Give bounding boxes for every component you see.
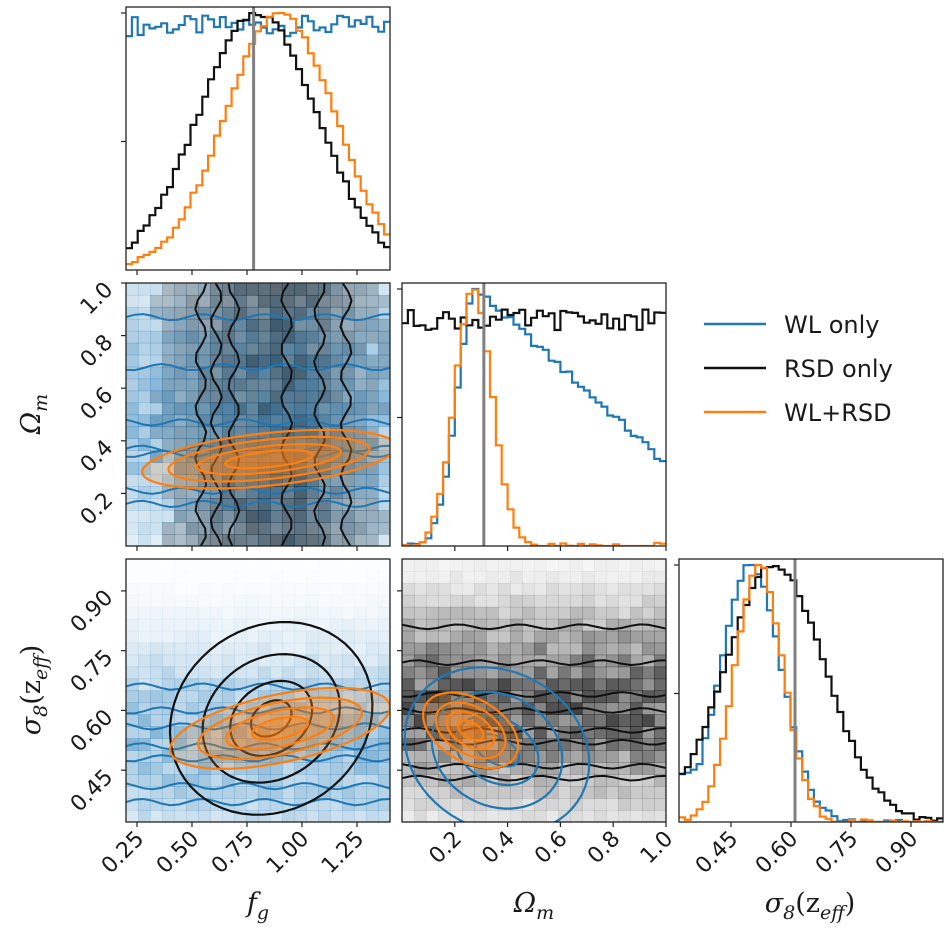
contour-rsd bbox=[402, 623, 666, 631]
contour-wl bbox=[126, 313, 390, 322]
contour-joint bbox=[434, 701, 507, 760]
s8-vs-fg-panel bbox=[125, 558, 391, 823]
y-tick-label-om: 0.4 bbox=[76, 435, 118, 477]
s8-vs-om-panel bbox=[401, 558, 667, 823]
contour-joint bbox=[224, 448, 314, 470]
contour-wl bbox=[126, 797, 390, 807]
contour-joint bbox=[167, 435, 371, 483]
contour-rsd bbox=[402, 707, 666, 714]
contour-wl bbox=[126, 499, 390, 509]
x-tick-label-fg: 0.25 bbox=[97, 827, 149, 879]
x-axis-label-s8: σ8(zeff) bbox=[765, 888, 856, 924]
x-tick-label-fg: 1.25 bbox=[317, 827, 369, 879]
hist-s8-joint bbox=[679, 563, 943, 822]
x-tick-label-om: 0.2 bbox=[425, 827, 467, 869]
y-tick-label-om: 0.8 bbox=[76, 330, 118, 372]
contour-joint bbox=[421, 691, 520, 770]
y-tick-label-s8: 0.60 bbox=[66, 705, 118, 757]
y-axis-label-s8: σ8(zeff) bbox=[16, 645, 52, 736]
contour-wl bbox=[126, 418, 390, 427]
legend: WL only RSD only WL+RSD bbox=[704, 311, 893, 427]
contour-joint bbox=[196, 696, 364, 761]
y-axis-label-om: Ωm bbox=[16, 394, 52, 435]
x-tick-label-s8: 0.75 bbox=[811, 827, 863, 879]
contour-rsd bbox=[402, 762, 666, 770]
contour-rsd bbox=[209, 283, 223, 546]
contour-joint bbox=[168, 686, 390, 771]
hist-s8-panel bbox=[678, 558, 944, 823]
contour-rsd bbox=[402, 726, 666, 734]
x-tick-label-fg: 1.00 bbox=[262, 827, 314, 879]
hist-om-joint bbox=[402, 288, 666, 546]
contour-wl bbox=[403, 666, 591, 822]
contour-wl bbox=[126, 706, 390, 715]
contour-wl bbox=[126, 486, 390, 495]
legend-label-wl: WL only bbox=[784, 311, 880, 339]
contour-rsd bbox=[339, 283, 353, 546]
hist-s8-rsd bbox=[679, 565, 943, 822]
hist-om-rsd bbox=[402, 308, 666, 332]
hist-s8-wl bbox=[679, 563, 943, 822]
x-tick-label-s8: 0.45 bbox=[691, 827, 743, 879]
x-tick-label-fg: 0.75 bbox=[207, 827, 259, 879]
contour-wl bbox=[126, 782, 390, 791]
y-tick-label-om: 0.6 bbox=[76, 383, 118, 425]
y-tick-label-om: 0.2 bbox=[76, 488, 118, 530]
x-tick-label-om: 0.8 bbox=[583, 827, 625, 869]
contour-rsd bbox=[227, 283, 241, 546]
legend-label-joint: WL+RSD bbox=[784, 399, 892, 427]
hist-fg-wl bbox=[126, 14, 390, 38]
contour-rsd bbox=[402, 774, 666, 782]
x-axis-label-om: Ωm bbox=[513, 888, 554, 924]
x-tick-label-om: 1.0 bbox=[636, 827, 678, 869]
y-tick-label-s8: 0.75 bbox=[66, 645, 118, 697]
hist-fg-joint bbox=[126, 11, 390, 266]
hist-fg-panel bbox=[125, 6, 391, 271]
contour-rsd bbox=[194, 283, 208, 546]
x-tick-label-fg: 0.50 bbox=[152, 827, 204, 879]
contour-joint bbox=[250, 715, 310, 741]
x-axis-label-fg: fg bbox=[245, 888, 269, 924]
y-tick-label-om: 1.0 bbox=[76, 278, 118, 320]
contour-joint bbox=[456, 719, 485, 742]
contour-rsd bbox=[313, 283, 327, 546]
x-tick-label-om: 0.4 bbox=[477, 827, 519, 869]
x-tick-label-s8: 0.60 bbox=[751, 827, 803, 879]
y-tick-label-s8: 0.90 bbox=[66, 585, 118, 637]
contour-wl bbox=[126, 754, 390, 763]
om-vs-fg-panel bbox=[125, 282, 391, 547]
hist-om-wl bbox=[402, 287, 666, 546]
contour-wl bbox=[430, 690, 564, 810]
y-tick-label-s8: 0.45 bbox=[66, 765, 118, 817]
hist-om-panel bbox=[401, 282, 667, 547]
contour-rsd bbox=[168, 621, 374, 816]
contour-rsd bbox=[280, 283, 294, 546]
density-shading bbox=[402, 559, 666, 822]
contour-joint bbox=[445, 710, 496, 751]
hist-fg-rsd bbox=[126, 12, 390, 250]
contour-rsd bbox=[402, 659, 666, 667]
contour-joint bbox=[224, 706, 336, 751]
contour-wl bbox=[454, 714, 540, 787]
contour-wl bbox=[473, 733, 521, 768]
x-tick-label-s8: 0.90 bbox=[871, 827, 923, 879]
x-tick-label-om: 0.6 bbox=[530, 827, 572, 869]
contour-rsd bbox=[229, 679, 314, 758]
legend-label-rsd: RSD only bbox=[784, 355, 893, 383]
